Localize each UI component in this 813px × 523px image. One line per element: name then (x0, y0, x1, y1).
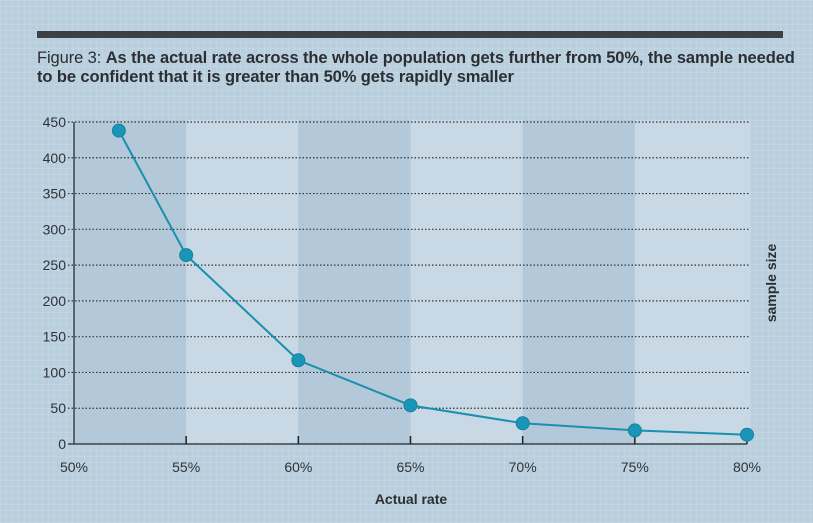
figure-title: Figure 3: As the actual rate across the … (37, 49, 797, 87)
data-point (740, 427, 754, 442)
y-tick-label: 300 (43, 221, 67, 237)
y-axis-title: sample size (763, 243, 779, 322)
y-tick-label: 100 (43, 364, 67, 380)
y-tick-label: 400 (43, 150, 67, 166)
data-point (515, 416, 530, 431)
data-point (291, 353, 306, 368)
data-point (111, 123, 126, 138)
y-tick-label: 350 (43, 186, 67, 202)
band-3 (410, 120, 523, 444)
y-tick-label: 0 (58, 436, 66, 452)
data-point (627, 423, 642, 438)
x-tick-label: 80% (733, 459, 761, 475)
figure-label: Figure 3: (37, 49, 106, 67)
data-point (179, 248, 194, 263)
figure-headline: As the actual rate across the whole popu… (37, 49, 795, 86)
band-5 (634, 120, 750, 444)
x-axis-title: Actual rate (375, 491, 448, 507)
y-tick-label: 50 (50, 400, 66, 416)
x-tick-label: 60% (284, 459, 312, 475)
x-tick-label: 70% (509, 459, 537, 475)
y-tick-label: 250 (43, 257, 67, 273)
y-tick-label: 200 (43, 293, 67, 309)
x-tick-labels: 50% 55% 60% 65% 70% 75% 80% (60, 459, 761, 475)
band-1 (186, 120, 299, 444)
x-tick-label: 75% (621, 459, 649, 475)
background-bands (74, 120, 750, 444)
band-0 (74, 120, 187, 444)
top-rule (37, 31, 783, 38)
y-tick-labels: 0 50 100 150 200 250 300 350 400 450 (43, 114, 67, 452)
x-tick-label: 55% (172, 459, 200, 475)
data-series (111, 123, 754, 442)
x-tick-label: 50% (60, 459, 88, 475)
data-point (403, 398, 418, 413)
y-tick-label: 150 (43, 329, 67, 345)
x-tick-label: 65% (396, 459, 424, 475)
y-tick-label: 450 (43, 114, 67, 130)
band-4 (522, 120, 635, 444)
band-2 (298, 120, 411, 444)
